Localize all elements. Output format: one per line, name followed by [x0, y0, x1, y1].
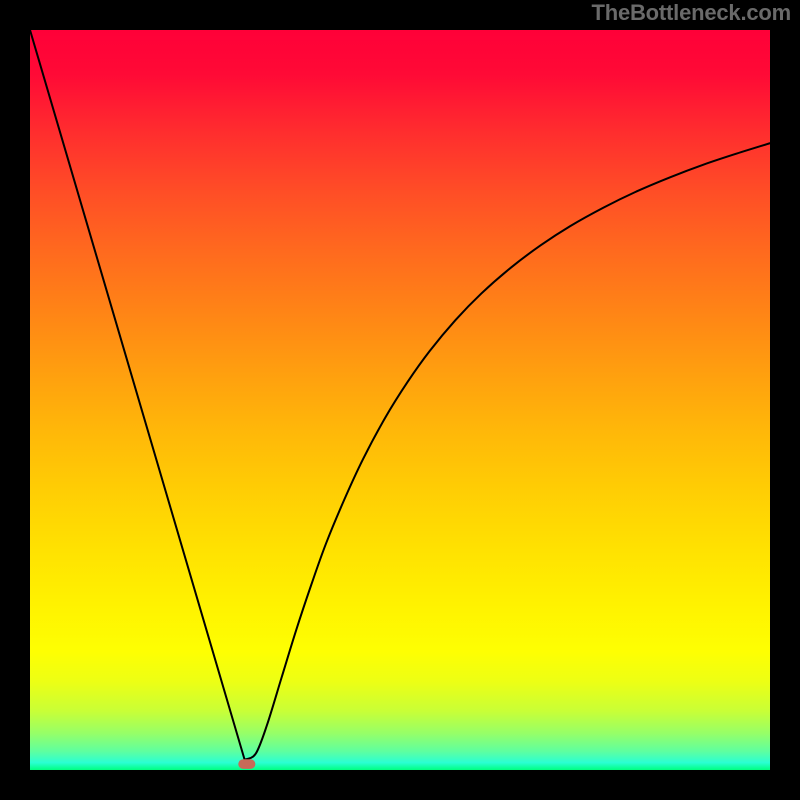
- chart-root: TheBottleneck.com: [0, 0, 800, 800]
- plot-area: [30, 30, 770, 770]
- gradient-background: [30, 30, 770, 770]
- bottleneck-marker: [238, 759, 255, 769]
- watermark-text: TheBottleneck.com: [591, 0, 791, 26]
